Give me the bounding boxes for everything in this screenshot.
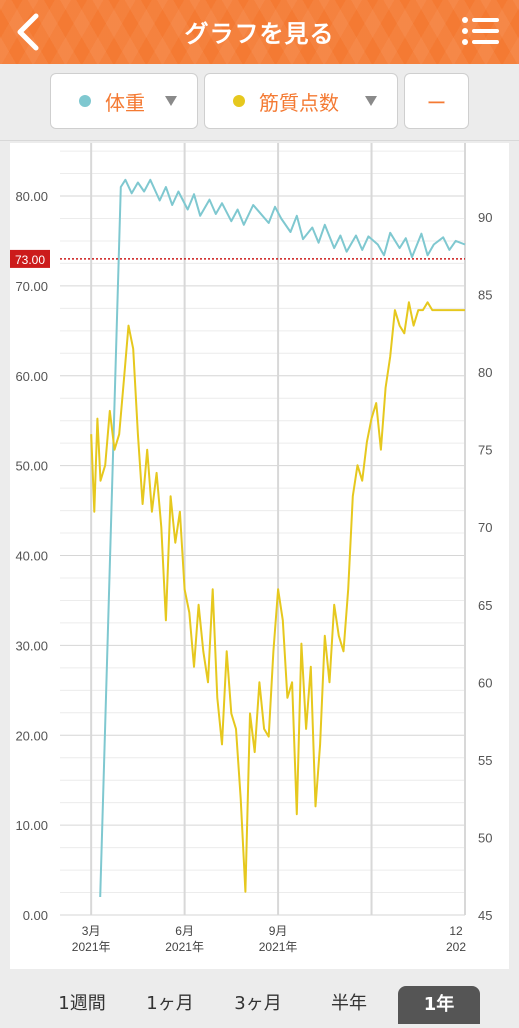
muscle-score-selector[interactable]: 筋質点数 [204, 73, 398, 129]
weight-series-line [99, 178, 466, 898]
x-axis-tick-year: 2021年 [259, 940, 298, 954]
right-axis-tick-label: 65 [478, 598, 492, 613]
right-axis-tick-label: 80 [478, 365, 492, 380]
tab-1-year[interactable]: 1年 [398, 986, 480, 1024]
muscle-score-selector-label: 筋質点数 [259, 90, 339, 115]
caret-down-icon [165, 96, 177, 106]
x-axis-tick-year: 2021年 [165, 940, 204, 954]
x-axis-tick-year: 202 [446, 940, 466, 954]
weight-selector[interactable]: 体重 [50, 73, 198, 129]
chevron-left-icon [17, 13, 39, 51]
right-axis-tick-label: 50 [478, 830, 492, 845]
target-line-badge [10, 249, 50, 268]
caret-down-icon [365, 96, 377, 106]
left-axis-tick-label: 40.00 [15, 549, 48, 564]
back-button[interactable] [12, 10, 46, 54]
series-selector-bar: 体重 筋質点数 ー [0, 64, 519, 141]
period-tabs: 1週間 1ヶ月 3ヶ月 半年 1年 [0, 980, 519, 1024]
muscle-score-dot-icon [233, 95, 245, 107]
right-axis-tick-label: 85 [478, 288, 492, 303]
x-axis-tick-month: 3月 [82, 924, 101, 938]
x-axis-tick-month: 6月 [175, 924, 194, 938]
tab-half-year[interactable]: 半年 [331, 993, 367, 1014]
third-series-label: ー [426, 90, 447, 115]
left-axis-tick-label: 10.00 [15, 818, 48, 833]
right-axis-tick-label: 60 [478, 675, 492, 690]
muscle-score-series-line [90, 301, 465, 893]
left-axis-tick-label: 60.00 [15, 369, 48, 384]
right-axis-tick-label: 75 [478, 443, 492, 458]
third-series-selector[interactable]: ー [404, 73, 469, 129]
list-menu-icon [462, 17, 499, 45]
x-axis-tick-month: 9月 [269, 924, 288, 938]
x-axis-tick-month: 12 [449, 924, 463, 938]
weight-dot-icon [79, 95, 91, 107]
left-axis-tick-label: 50.00 [15, 459, 48, 474]
tab-3-months[interactable]: 3ヶ月 [234, 993, 282, 1014]
left-axis-tick-label: 70.00 [15, 279, 48, 294]
left-axis-tick-label: 30.00 [15, 638, 48, 653]
tab-1-week[interactable]: 1週間 [58, 993, 106, 1014]
tab-1-month[interactable]: 1ヶ月 [146, 993, 194, 1014]
menu-button[interactable] [461, 16, 501, 46]
right-axis-tick-label: 45 [478, 908, 492, 923]
left-axis-tick-label: 20.00 [15, 728, 48, 743]
target-line-label: 73.00 [15, 253, 45, 267]
left-axis-tick-label: 0.00 [23, 908, 48, 923]
right-axis-tick-label: 70 [478, 520, 492, 535]
right-axis-tick-label: 55 [478, 753, 492, 768]
page-title: グラフを見る [184, 20, 335, 48]
chart-area: 0.00 10.00 20.00 30.00 40.00 50.00 60.00 70.00 8… [10, 143, 509, 969]
left-axis-tick-label: 80.00 [15, 189, 48, 204]
line-chart: 0.00 10.00 20.00 30.00 40.00 50.00 60.00 70.00 8… [10, 143, 492, 954]
weight-selector-label: 体重 [105, 90, 145, 115]
app-header: グラフを見る [0, 0, 519, 64]
x-axis-tick-year: 2021年 [72, 940, 111, 954]
right-axis-tick-label: 90 [478, 210, 492, 225]
